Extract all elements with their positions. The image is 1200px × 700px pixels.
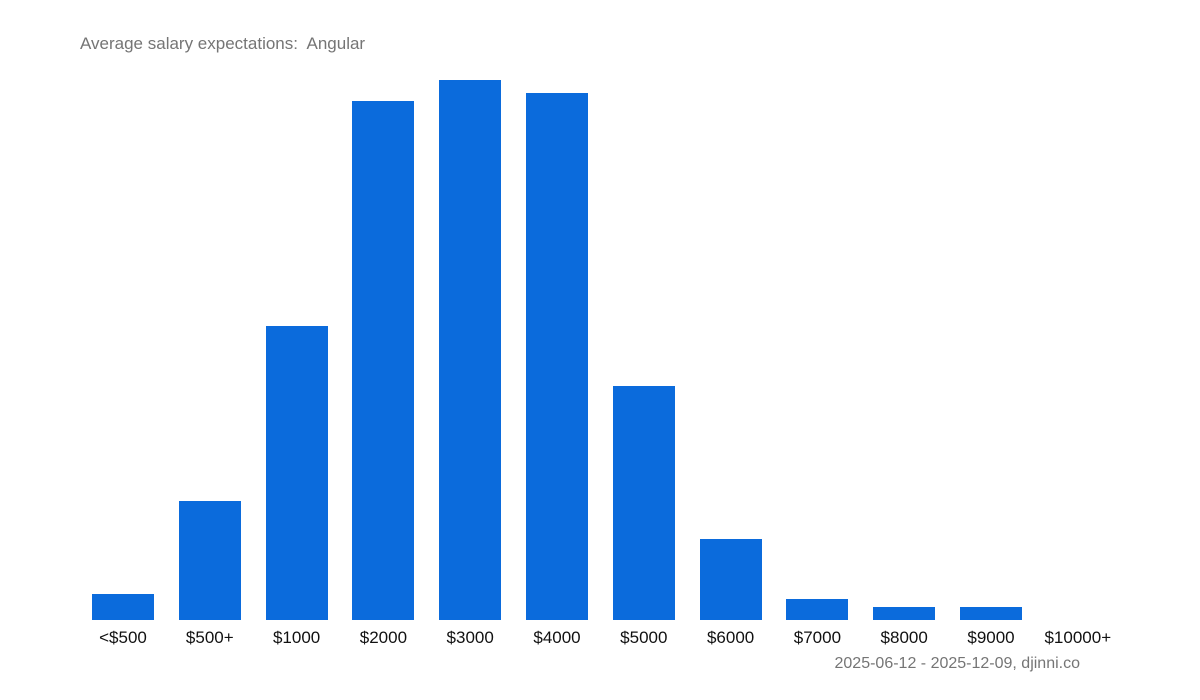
bar (352, 101, 415, 620)
chart-title: Average salary expectations: Angular (80, 34, 366, 53)
x-axis-label: $10000+ (1044, 628, 1112, 647)
x-axis-label: $6000 (706, 628, 755, 647)
x-axis-label: $5000 (620, 628, 668, 647)
bar (439, 80, 502, 620)
x-axis-label: $2000 (359, 628, 408, 647)
bar (526, 93, 588, 620)
x-axis-label: <$500 (99, 628, 147, 647)
source-note: 2025-06-12 - 2025-12-09, djinni.co (834, 655, 1081, 672)
bar (178, 501, 241, 620)
x-axis-label: $1000 (272, 628, 321, 647)
x-axis-label: $500+ (185, 628, 234, 647)
x-axis-label: $7000 (793, 628, 842, 647)
bar (265, 326, 328, 620)
x-axis-label: $3000 (446, 628, 494, 647)
bar (612, 386, 675, 620)
bar (960, 607, 1022, 620)
x-axis-label: $9000 (967, 628, 1015, 647)
bar (699, 539, 762, 620)
bar (873, 607, 936, 620)
x-axis-label: $8000 (880, 628, 928, 647)
bar (786, 599, 849, 620)
bar (92, 594, 154, 620)
x-axis-label: $4000 (533, 628, 581, 647)
